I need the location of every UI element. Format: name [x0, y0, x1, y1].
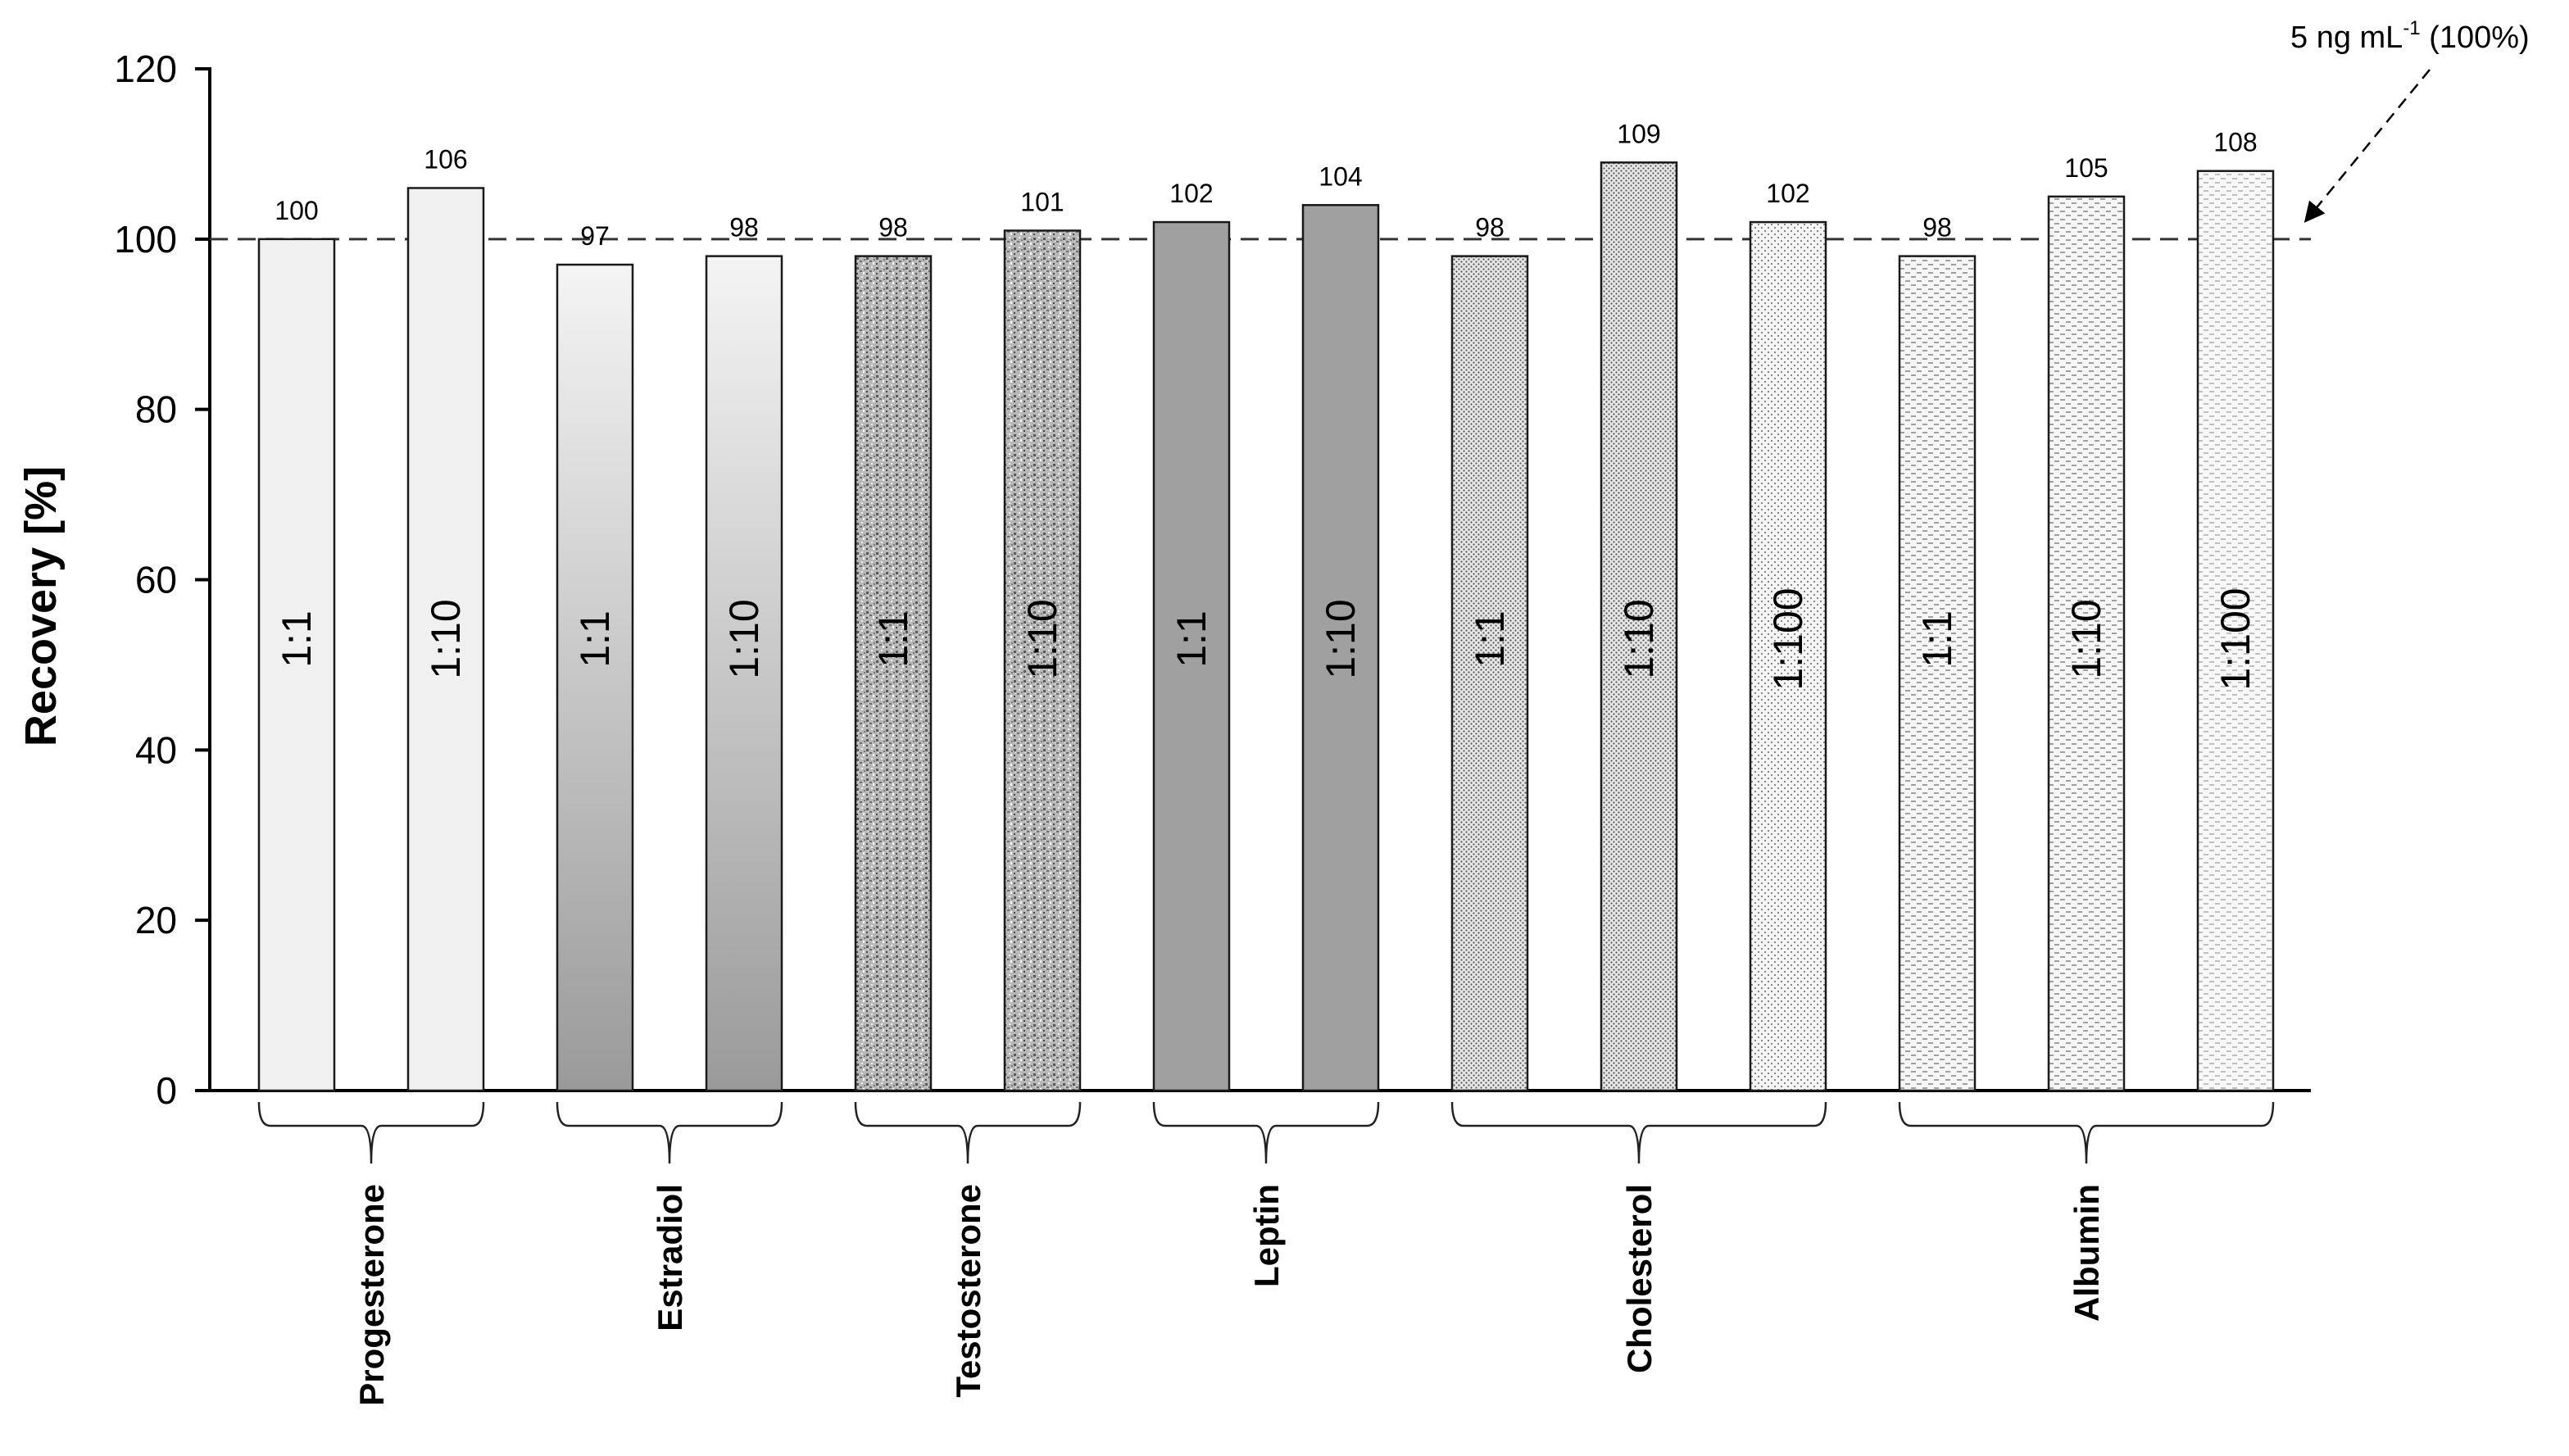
- bar-ratio-label: 1:10: [1616, 599, 1662, 678]
- y-tick-label: 40: [135, 728, 177, 771]
- bar: [406, 187, 485, 1092]
- bar-value-label: 98: [1475, 213, 1505, 243]
- reference-label-main: 5 ng mL: [2290, 20, 2403, 55]
- bar-value-label: 109: [1617, 119, 1660, 148]
- bar-ratio-label: 1:1: [274, 610, 320, 668]
- bar-ratio-label: 1:1: [1169, 610, 1214, 668]
- bar-value-label: 100: [275, 196, 318, 225]
- reference-line: [210, 69, 2431, 241]
- bar: [705, 255, 783, 1092]
- group-braces: Progesterone Estradiol Testosterone Leptin C…: [257, 1101, 2275, 1406]
- reference-line-label: 5 ng mL-1 (100%): [2290, 17, 2530, 55]
- y-tick-label: 100: [114, 218, 177, 261]
- bar-value-label: 98: [878, 213, 908, 243]
- group-brace: [556, 1101, 783, 1164]
- bar-ratio-label: 1:100: [1765, 587, 1811, 690]
- bar-value-label: 102: [1169, 179, 1213, 208]
- bars: 100 1:1 106 1:10 97 1:1 98 1:10 98 1:1 101 1:10 102 1…: [257, 119, 2275, 1092]
- bar-value-label: 97: [580, 221, 610, 251]
- group-brace: [257, 1101, 485, 1164]
- group-label: Estradiol: [651, 1184, 689, 1331]
- bar-ratio-label: 1:1: [870, 610, 916, 668]
- group-brace: [1152, 1101, 1380, 1164]
- bar: [1898, 255, 1977, 1092]
- bar-value-label: 104: [1319, 161, 1362, 191]
- y-tick-label: 20: [135, 899, 177, 941]
- bar: [2047, 195, 2126, 1092]
- group-label: Progesterone: [352, 1184, 391, 1406]
- bar-value-label: 102: [1766, 179, 1809, 208]
- group-brace: [1450, 1101, 1827, 1164]
- group-label: Testosterone: [949, 1184, 987, 1398]
- y-axis-title: Recovery [%]: [16, 466, 66, 746]
- bar-value-label: 105: [2064, 153, 2108, 183]
- bar: [1600, 161, 1678, 1092]
- group-brace: [854, 1101, 1082, 1164]
- group-brace: [1898, 1101, 2275, 1164]
- bar-ratio-label: 1:10: [423, 599, 469, 678]
- bar: [1450, 255, 1529, 1092]
- reference-label-sup: -1: [2403, 17, 2420, 39]
- bar: [1152, 220, 1231, 1092]
- y-tick-label: 80: [135, 388, 177, 431]
- bar-ratio-label: 1:10: [1318, 599, 1364, 678]
- bar-value-label: 101: [1020, 187, 1064, 216]
- bar-ratio-label: 1:10: [2063, 599, 2109, 678]
- bar-ratio-label: 1:1: [572, 610, 618, 668]
- group-label: Albumin: [2067, 1184, 2106, 1322]
- bar-ratio-label: 1:1: [1467, 610, 1513, 668]
- bar-ratio-label: 1:10: [1019, 599, 1065, 678]
- bar: [1749, 220, 1827, 1092]
- bar-value-label: 98: [729, 213, 759, 243]
- bar-value-label: 106: [424, 144, 467, 174]
- y-tick-label: 0: [156, 1069, 177, 1112]
- group-label: Leptin: [1247, 1184, 1286, 1287]
- y-tick-label: 120: [114, 48, 177, 90]
- group-label: Cholesterol: [1620, 1184, 1659, 1373]
- bar: [854, 255, 933, 1092]
- reference-label-tail: (100%): [2421, 20, 2530, 55]
- y-tick-label: 60: [135, 559, 177, 601]
- bar: [556, 263, 634, 1092]
- bar-value-label: 98: [1922, 213, 1952, 243]
- bar: [1301, 204, 1380, 1092]
- reference-arrow: [2303, 69, 2431, 223]
- bar-ratio-label: 1:10: [721, 599, 767, 678]
- bar: [1003, 229, 1082, 1092]
- bar-ratio-label: 1:100: [2213, 587, 2258, 690]
- bar: [257, 238, 336, 1092]
- bar-ratio-label: 1:1: [1914, 610, 1960, 668]
- bar: [2196, 170, 2275, 1092]
- bar-value-label: 108: [2213, 128, 2257, 157]
- y-axis: 0 20 40 60 80 100 120: [114, 48, 211, 1112]
